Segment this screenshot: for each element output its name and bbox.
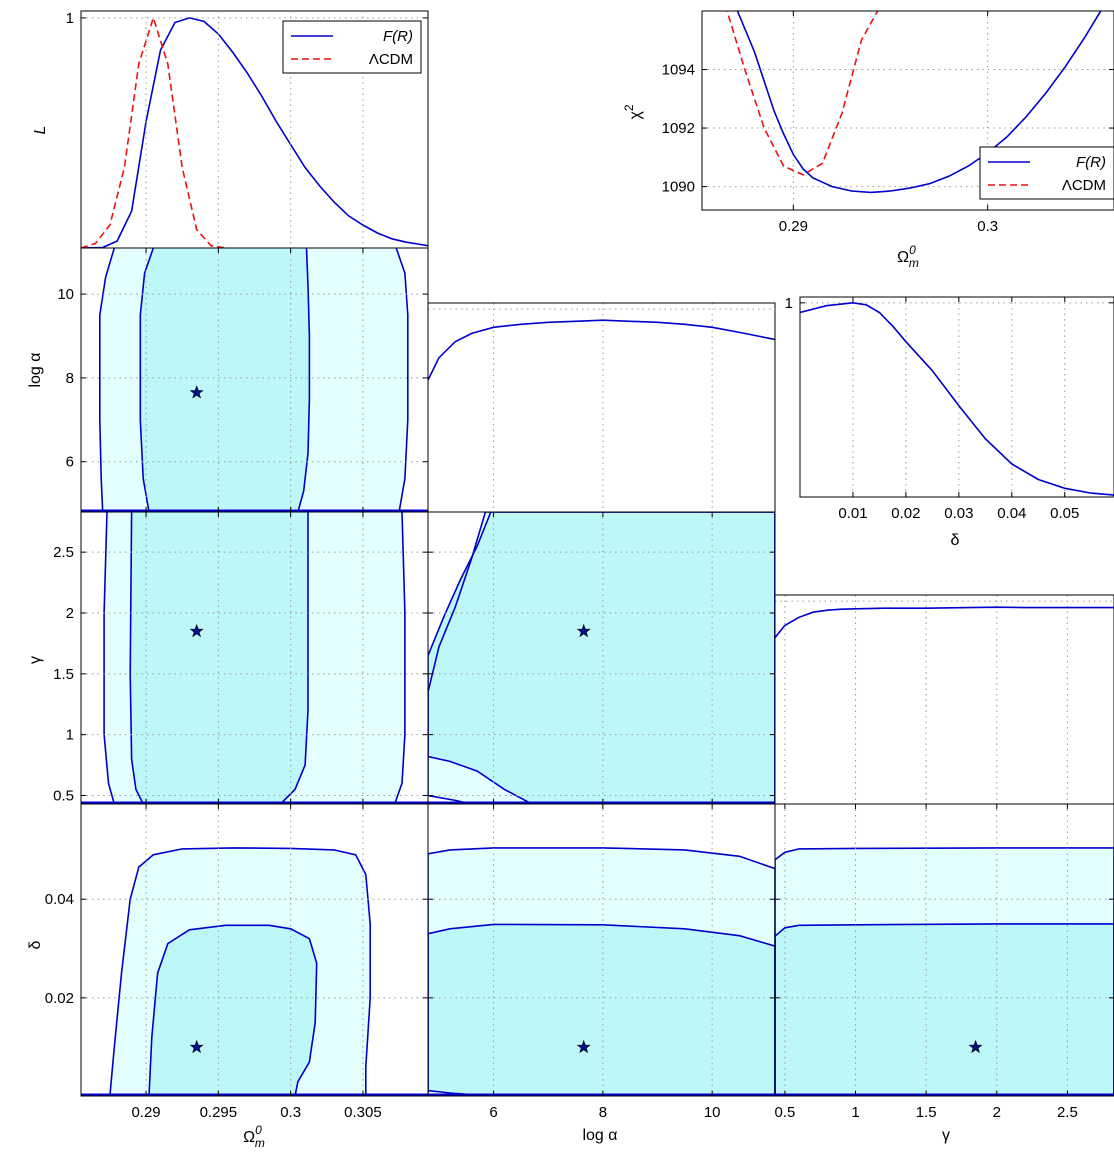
best-fit-star — [189, 385, 204, 399]
contour-68-line — [129, 512, 144, 804]
contour-68-line — [139, 248, 155, 512]
legend-label-lcdm: ΛCDM — [369, 51, 413, 68]
axes-frame — [799, 296, 1114, 498]
y-axis-label-L: L — [32, 126, 49, 135]
x-tick-label: 0.04 — [997, 505, 1026, 522]
x-tick-label: 0.05 — [1050, 505, 1079, 522]
y-axis-label-loga: log α — [27, 352, 44, 387]
axes-frame — [427, 302, 776, 513]
y-tick-label: 10 — [57, 286, 74, 303]
legend-label-fr: F(R) — [383, 28, 413, 45]
y-tick-label: 1.5 — [53, 666, 74, 683]
y-tick-label: 0.02 — [45, 990, 74, 1007]
series-line-fr — [736, 11, 1102, 194]
y-tick-label: 2.5 — [53, 544, 74, 561]
contour-95-line — [99, 248, 116, 512]
series-line-L_gamma — [775, 606, 1114, 639]
x-tick-label: 0.29 — [131, 1104, 160, 1121]
x-tick-label: 0.01 — [838, 505, 867, 522]
best-fit-star — [576, 1039, 591, 1054]
x-axis-label-delta: δ — [951, 532, 960, 549]
best-fit-star — [576, 623, 591, 638]
contour-68-line — [297, 248, 311, 512]
legend-label-fr: F(R) — [1076, 154, 1106, 171]
panel-c_gamma_delta: 0.5 1 1.5 2 2.5 γ — [774, 803, 1114, 1144]
x-tick-label: 0.29 — [779, 218, 808, 235]
panel-c_loga_delta: 6 8 10 log α — [427, 803, 776, 1144]
x-tick-label: 1 — [851, 1104, 859, 1121]
y-tick-label: 1090 — [662, 179, 695, 196]
contour-68-fill — [140, 248, 310, 512]
axes-frame — [774, 803, 1114, 1097]
x-tick-label: 2 — [993, 1104, 1001, 1121]
x-axis-label-gamma: γ — [942, 1127, 950, 1144]
y-tick-label: 8 — [66, 370, 74, 387]
legend-label-lcdm: ΛCDM — [1062, 177, 1106, 194]
best-fit-star — [968, 1039, 983, 1054]
y-tick-label: 1 — [66, 727, 74, 744]
y-tick-label: 1092 — [662, 120, 695, 137]
panel-c_om_delta: 0.29 0.295 0.3 0.305 0.02 0.04 δ Ω0 m — [27, 803, 429, 1150]
y-tick-label: 0.04 — [45, 891, 74, 908]
contour-68-line — [775, 923, 1114, 1096]
series-line-L_delta — [800, 301, 1114, 496]
x-tick-label: 0.305 — [344, 1104, 382, 1121]
contour-68-fill — [130, 512, 308, 804]
y-tick-label: 2 — [66, 605, 74, 622]
contour-68-fill — [149, 925, 317, 1096]
x-tick-label: 10 — [704, 1104, 721, 1121]
y-axis-label-delta: δ — [27, 940, 44, 949]
x-axis-label-loga: log α — [582, 1127, 617, 1144]
contour-95-line — [428, 512, 775, 804]
axes-frame — [701, 10, 1114, 211]
series-line-lcdm — [81, 15, 226, 248]
y-axis-label-gamma: γ — [27, 656, 44, 664]
y-tick-label: 6 — [66, 454, 74, 471]
series-line-L_loga — [428, 319, 775, 381]
panel-chi2: 0.29 0.3 1090 1092 1094 F(R) ΛCDM Ω0 m χ2 — [622, 10, 1114, 270]
panel-c_om_gamma: 0.5 1 1.5 2 2.5 γ — [27, 511, 429, 805]
x-tick-label: 0.5 — [774, 1104, 795, 1121]
panel-L_delta: 0.01 0.02 0.03 0.04 0.05 1 δ — [785, 295, 1114, 549]
panel-L_gamma — [774, 594, 1114, 805]
contour-68-fill — [428, 924, 775, 1096]
axis-label-omega: Ω0 m — [243, 1123, 265, 1150]
contour-68-line — [148, 924, 318, 1096]
contour-68-fill — [775, 923, 1114, 1096]
y-tick-label: 1 — [66, 10, 74, 27]
y-axis-label-chi2: χ2 — [622, 104, 644, 119]
contour-68-line — [279, 512, 309, 804]
x-tick-label: 0.3 — [977, 218, 998, 235]
best-fit-star — [189, 623, 204, 638]
panel-L_loga — [427, 302, 776, 513]
x-tick-label: 8 — [599, 1104, 607, 1121]
contour-95-line — [428, 847, 775, 1096]
x-tick-label: 6 — [489, 1104, 497, 1121]
panel-c_loga_gamma — [427, 511, 776, 805]
x-tick-label: 0.3 — [280, 1104, 301, 1121]
legend-box — [979, 146, 1114, 200]
contour-95-line — [395, 248, 409, 512]
y-tick-label: 0.5 — [53, 787, 74, 804]
x-tick-label: 0.03 — [944, 505, 973, 522]
y-tick-label: 1 — [785, 295, 793, 312]
contour-68-fill — [428, 512, 775, 804]
axis-label-omega: Ω0 m — [897, 243, 919, 270]
panel-L_om: 1 F(R) ΛCDM L — [32, 10, 429, 249]
contour-68-line — [428, 512, 775, 804]
axes-frame — [774, 594, 1114, 805]
x-tick-label: 0.295 — [200, 1104, 238, 1121]
series-line-lcdm — [726, 11, 879, 176]
panel-c_om_loga: 6 8 10 log α — [27, 247, 429, 513]
x-tick-label: 1.5 — [916, 1104, 937, 1121]
contour-95-line — [393, 512, 406, 804]
x-tick-label: 2.5 — [1057, 1104, 1078, 1121]
best-fit-star — [189, 1039, 204, 1054]
x-tick-label: 0.02 — [891, 505, 920, 522]
legend-box — [282, 20, 422, 74]
y-tick-label: 1094 — [662, 62, 695, 79]
